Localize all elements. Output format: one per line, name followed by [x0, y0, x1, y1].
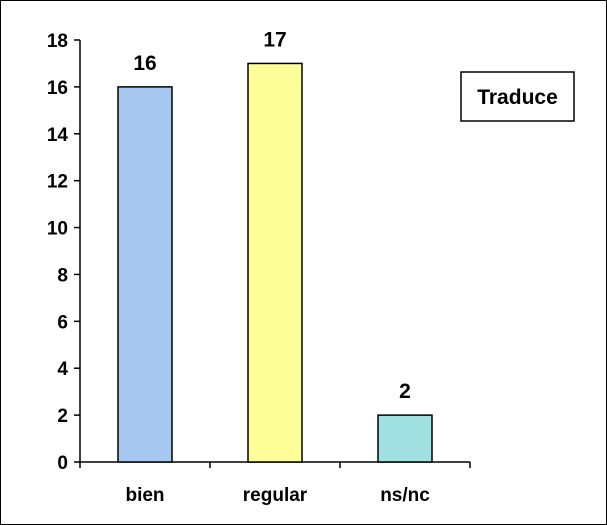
- y-tick-label: 12: [47, 172, 68, 193]
- y-tick-label: 4: [57, 359, 68, 380]
- y-tick-label: 0: [57, 453, 68, 474]
- y-tick-label: 10: [47, 219, 68, 240]
- x-category-label: regular: [243, 485, 308, 506]
- y-tick-label: 2: [57, 406, 68, 427]
- bar-ns-nc: [377, 414, 433, 463]
- y-tick-label: 16: [47, 78, 68, 99]
- bar-bien: [117, 86, 173, 463]
- x-axis: bien regular ns/nc: [79, 461, 471, 506]
- legend: Traduce: [460, 71, 575, 122]
- x-category-label: ns/nc: [380, 485, 430, 506]
- bars: 16 17 2: [117, 28, 433, 463]
- x-category-label: bien: [125, 485, 164, 506]
- data-label: 2: [399, 380, 411, 403]
- legend-label: Traduce: [477, 86, 558, 109]
- y-tick-label: 14: [47, 125, 69, 146]
- y-tick-label: 6: [57, 312, 68, 333]
- y-axis: 0 2 4 6 8 10 12 14 16 18: [47, 31, 81, 474]
- legend-box: [460, 71, 575, 122]
- data-label: 17: [263, 28, 286, 51]
- y-tick-label: 18: [47, 31, 68, 52]
- y-tick-label: 8: [57, 265, 68, 286]
- bar-regular: [247, 62, 303, 463]
- data-label: 16: [133, 52, 156, 75]
